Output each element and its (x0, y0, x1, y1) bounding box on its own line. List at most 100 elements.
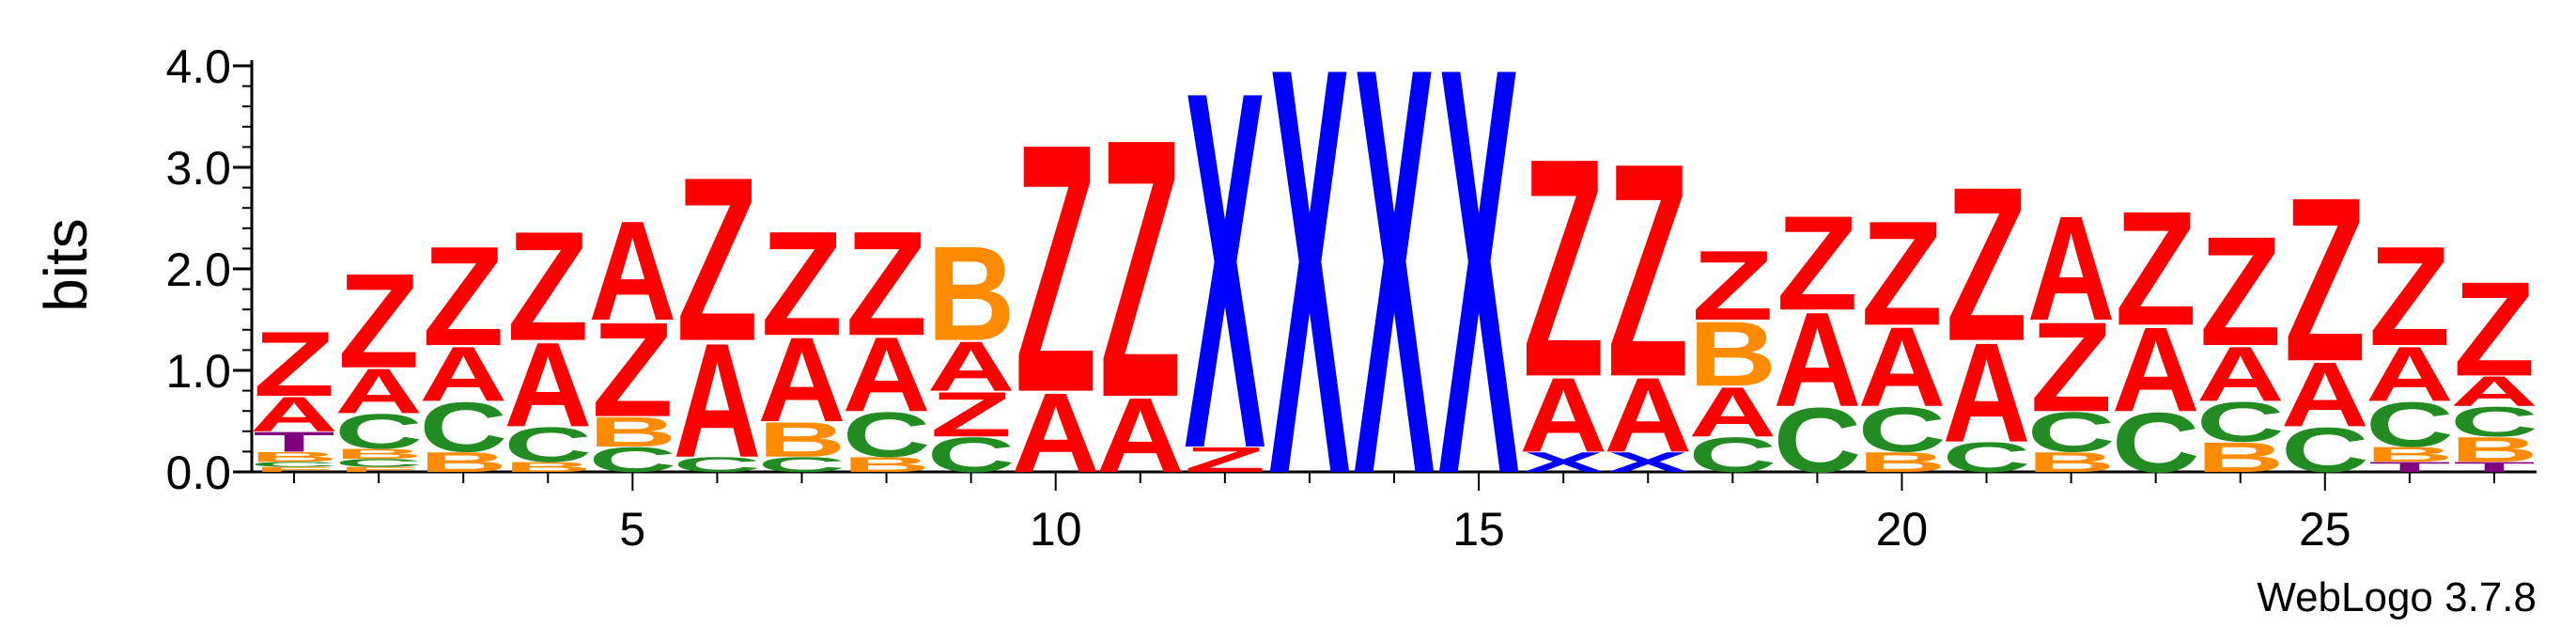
logo-letter-z: Z (1692, 230, 1774, 341)
logo-letter-c: C (334, 457, 423, 469)
logo-letter-c: C (2366, 388, 2454, 460)
logo-letter-c: C (927, 427, 1016, 482)
logo-letter-z: Z (2368, 217, 2450, 376)
logo-letter-a: A (1688, 373, 1777, 452)
logo-letter-a: A (1519, 355, 1607, 474)
logo-letter-b: B (2027, 447, 2116, 478)
y-tick-label: 4.0 (165, 40, 231, 93)
logo-letter-x: X (1607, 447, 1689, 478)
logo-letter-z: Z (1946, 142, 2027, 387)
logo-letter-z: Z (1861, 190, 1943, 356)
logo-letter-c: C (334, 403, 423, 459)
logo-letter-b: B (758, 412, 846, 467)
y-tick-label: 2.0 (165, 243, 231, 296)
logo-letter-z: Z (2115, 177, 2196, 360)
logo-letter-b: B (1858, 447, 1947, 478)
logo-letter-c: C (843, 399, 931, 470)
logo-letter-z: Z (592, 295, 674, 446)
logo-letter-z: Z (507, 198, 589, 373)
logo-letter-b: B (927, 218, 1016, 368)
logo-letter-b: B (2450, 430, 2538, 469)
logo-letter-a: A (2196, 331, 2285, 418)
logo-letter-c: C (2112, 395, 2200, 490)
logo-letter-c: C (2027, 400, 2116, 463)
x-tick-label: 20 (1876, 503, 1929, 556)
x-tick-label: 5 (619, 503, 645, 556)
logo-letter-c: C (419, 388, 507, 467)
logo-letter-z: Z (1099, 62, 1181, 475)
logo-letter-a: A (758, 313, 846, 447)
logo-letter-z: Z (846, 200, 927, 367)
logo-letter-c: C (2196, 390, 2285, 453)
logo-letter-z: Z (2030, 296, 2112, 438)
logo-letter-c: C (758, 453, 846, 477)
logo-letter-b: B (2366, 443, 2454, 466)
logo-letter-c: C (2450, 398, 2538, 446)
logo-letter-c: C (1688, 427, 1777, 482)
logo-letter-c: C (1943, 433, 2031, 481)
logo-letter-z: Z (254, 312, 335, 415)
logo-letter-a: A (1604, 355, 1692, 474)
logo-letter-b: B (588, 408, 676, 456)
logo-letter-z: Z (423, 217, 504, 376)
logo-letter-z: Z (338, 246, 420, 397)
logo-letter-c: C (1774, 389, 1862, 492)
logo-letter-a: A (504, 318, 592, 452)
logo-letter-a: A (843, 315, 931, 433)
logo-letter-a: A (1012, 369, 1100, 496)
logo-letter-c: C (250, 461, 338, 468)
logo-letter-a: A (1858, 304, 1947, 431)
logo-letter-a: A (2027, 185, 2116, 352)
logo-letter-x: X (1438, 0, 1520, 595)
logo-letter-a: A (927, 327, 1016, 406)
logo-letter-x: X (1523, 447, 1605, 478)
logo-letter-a: A (2366, 331, 2454, 418)
weblogo-credit: WebLogo 3.7.8 (2257, 574, 2537, 620)
logo-letter-a: A (419, 331, 507, 418)
logo-letter-z: Z (1184, 440, 1265, 479)
y-tick-label: 0.0 (165, 447, 231, 499)
logo-letter-f: F (338, 465, 420, 473)
logo-letter-z: Z (2284, 148, 2366, 410)
logo-letter-z: Z (2453, 255, 2535, 405)
y-axis: 0.0 1.0 2.0 3.0 4.0 (165, 40, 254, 499)
logo-letter-t: T (2453, 459, 2535, 475)
logo-letter-b: B (250, 448, 338, 464)
logo-letter-x: X (1354, 0, 1435, 595)
logo-letter-z: Z (676, 128, 758, 390)
logo-letter-b: B (843, 453, 931, 477)
logo-letter-a: A (588, 192, 676, 350)
x-tick-label: 10 (1030, 503, 1082, 556)
logo-letter-a: A (1943, 313, 2031, 471)
logo-letter-b: B (1688, 303, 1777, 405)
logo-letter-z: Z (930, 379, 1012, 450)
logo-letter-b: B (504, 459, 592, 475)
logo-letter-z: Z (1777, 189, 1858, 339)
logo-letter-z: Z (1607, 101, 1689, 442)
logo-letter-f: F (254, 465, 335, 473)
logo-letter-z: Z (1523, 94, 1605, 442)
logo-letter-z: Z (1015, 71, 1096, 467)
y-tick-label: 3.0 (165, 142, 231, 195)
logo-letter-a: A (2281, 344, 2369, 447)
logo-letter-c: C (504, 416, 592, 472)
logo-letter-b: B (334, 446, 423, 462)
logo-letter-b: B (419, 447, 507, 478)
logo-letter-b: B (2196, 433, 2285, 481)
y-axis-label: bits (32, 218, 100, 312)
logo-letter-t: T (2368, 459, 2450, 475)
logo-letter-a: A (2112, 303, 2200, 437)
logo-letter-a: A (1096, 376, 1185, 494)
logo-letter-x: X (1185, 0, 1266, 556)
x-tick-label: 15 (1452, 503, 1505, 556)
logo-letter-c: C (674, 453, 762, 477)
logo-letter-a: A (1773, 284, 1861, 434)
logo-letter-c: C (2281, 414, 2369, 485)
logo-letter-a: A (674, 310, 762, 493)
logo-letter-t: T (254, 426, 335, 458)
logo-letter-a: A (334, 355, 423, 427)
x-axis: 5 10 15 20 25 (252, 470, 2537, 556)
logo-letter-a: A (250, 386, 338, 442)
logo-letter-c: C (588, 440, 676, 479)
